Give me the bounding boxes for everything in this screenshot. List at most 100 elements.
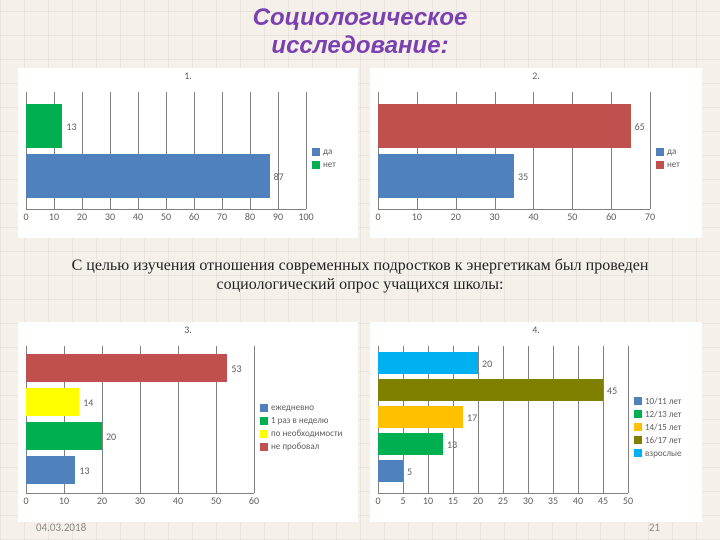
- legend-item: нет: [656, 159, 694, 170]
- bar-value-label: 20: [106, 430, 116, 443]
- x-tick-label: 30: [105, 210, 115, 223]
- chart-body: 13870102030405060708090100данет: [18, 92, 358, 224]
- bar-value-label: 65: [635, 120, 645, 133]
- x-tick-label: 60: [606, 210, 616, 223]
- bar: [26, 388, 79, 416]
- legend-item: да: [312, 146, 350, 157]
- title-line1: Социологическое: [253, 4, 468, 31]
- description-text: С целью изучения отношения современных п…: [20, 256, 700, 294]
- bar-row: 13: [26, 104, 306, 148]
- legend-label: ежедневно: [271, 402, 314, 413]
- bar-row: 13: [378, 433, 628, 455]
- chart-c2: 2.6535010203040506070данет: [370, 68, 702, 238]
- legend: 10/11 лет12/13 лет14/15 лет16/17 летвзро…: [628, 346, 698, 508]
- bar-value-label: 14: [83, 396, 93, 409]
- legend-swatch: [656, 148, 664, 156]
- bar-row: 45: [378, 379, 628, 401]
- bar-value-label: 20: [482, 357, 492, 370]
- legend-swatch: [260, 404, 268, 412]
- legend-label: 1 раз в неделю: [271, 415, 328, 426]
- x-tick-label: 40: [528, 210, 538, 223]
- x-tick-label: 15: [448, 494, 458, 507]
- chart-title: 1.: [18, 68, 358, 92]
- legend-item: 16/17 лет: [634, 435, 694, 446]
- legend-label: да: [667, 146, 676, 157]
- legend-item: 10/11 лет: [634, 396, 694, 407]
- footer-page: 21: [649, 521, 660, 534]
- x-tick-label: 70: [645, 210, 655, 223]
- legend-label: не пробовал: [271, 441, 319, 452]
- x-tick-label: 30: [489, 210, 499, 223]
- x-axis: 0102030405060708090100: [26, 210, 306, 224]
- legend-swatch: [634, 449, 642, 457]
- bar: [26, 104, 62, 148]
- chart-title: 2.: [370, 68, 702, 92]
- bar: [378, 406, 463, 428]
- x-tick-label: 60: [189, 210, 199, 223]
- legend-swatch: [634, 397, 642, 405]
- legend-swatch: [634, 410, 642, 418]
- x-tick-label: 35: [548, 494, 558, 507]
- x-tick-label: 80: [245, 210, 255, 223]
- bar-value-label: 45: [607, 384, 617, 397]
- x-tick-label: 10: [59, 494, 69, 507]
- plot-area: 53 14 20 13: [26, 346, 254, 494]
- bar-value-label: 35: [518, 170, 528, 183]
- x-tick-label: 10: [49, 210, 59, 223]
- x-tick-label: 0: [375, 210, 380, 223]
- bar-value-label: 53: [231, 362, 241, 375]
- gridline: [254, 346, 255, 493]
- x-tick-label: 25: [498, 494, 508, 507]
- x-tick-label: 20: [77, 210, 87, 223]
- bar-row: 35: [378, 154, 650, 198]
- x-tick-label: 50: [211, 494, 221, 507]
- bar-value-label: 87: [274, 170, 284, 183]
- chart-c3: 3.531420130102030405060ежедневно1 раз в …: [18, 322, 358, 522]
- legend-item: 1 раз в неделю: [260, 415, 350, 426]
- title-line2: исследование: [271, 32, 440, 59]
- legend-label: 12/13 лет: [645, 409, 681, 420]
- bar-value-label: 13: [66, 120, 76, 133]
- legend: ежедневно 1 раз в неделю по необходимости н…: [254, 346, 354, 508]
- x-axis: 010203040506070: [378, 210, 650, 224]
- plot-area: 13 87: [26, 92, 306, 210]
- x-tick-label: 30: [135, 494, 145, 507]
- bar: [26, 154, 270, 198]
- chart-title: 3.: [18, 322, 358, 346]
- bar-row: 53: [26, 354, 254, 382]
- x-tick-label: 50: [567, 210, 577, 223]
- chart-body: 531420130102030405060ежедневно1 раз в не…: [18, 346, 358, 508]
- x-tick-label: 0: [375, 494, 380, 507]
- legend-swatch: [260, 443, 268, 451]
- x-tick-label: 10: [423, 494, 433, 507]
- legend-item: взрослые: [634, 448, 694, 459]
- legend-label: взрослые: [645, 448, 681, 459]
- legend-item: ежедневно: [260, 402, 350, 413]
- legend-label: нет: [667, 159, 680, 170]
- x-tick-label: 50: [161, 210, 171, 223]
- chart-body: 6535010203040506070данет: [370, 92, 702, 224]
- bar: [378, 379, 603, 401]
- x-tick-label: 0: [23, 210, 28, 223]
- bar-row: 14: [26, 388, 254, 416]
- bar-value-label: 13: [79, 464, 89, 477]
- legend-swatch: [634, 423, 642, 431]
- legend-swatch: [312, 161, 320, 169]
- legend-swatch: [312, 148, 320, 156]
- x-tick-label: 5: [400, 494, 405, 507]
- legend-label: по необходимости: [271, 428, 342, 439]
- x-tick-label: 20: [97, 494, 107, 507]
- bar: [378, 154, 514, 198]
- bar: [378, 433, 443, 455]
- bar-row: 20: [378, 352, 628, 374]
- chart-c1: 1.13870102030405060708090100данет: [18, 68, 358, 238]
- bar-row: 65: [378, 104, 650, 148]
- bar: [26, 354, 227, 382]
- chart-title: 4.: [370, 322, 702, 346]
- x-tick-label: 60: [249, 494, 259, 507]
- title-punct: :: [441, 32, 449, 59]
- bar: [378, 352, 478, 374]
- legend-label: нет: [323, 159, 336, 170]
- bar-row: 87: [26, 154, 306, 198]
- plot-area: 65 35: [378, 92, 650, 210]
